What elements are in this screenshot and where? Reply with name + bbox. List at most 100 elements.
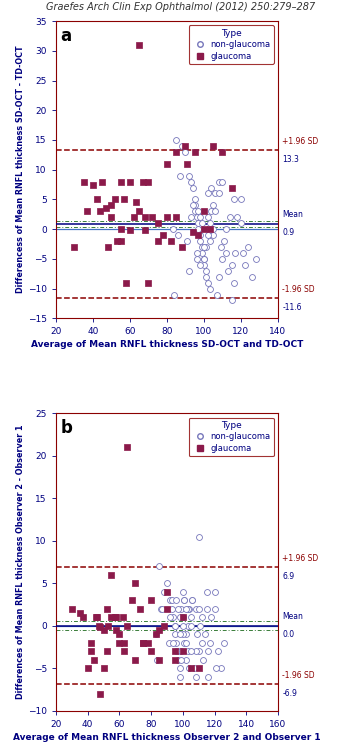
Point xyxy=(88,645,94,657)
Y-axis label: Differences of Mean RNFL thickness Observer 2 - Observer 1: Differences of Mean RNFL thickness Obser… xyxy=(16,425,25,699)
Point xyxy=(113,624,119,636)
Point xyxy=(180,628,186,640)
Point xyxy=(132,578,138,590)
Point xyxy=(125,620,130,632)
Point xyxy=(245,241,251,253)
Point xyxy=(205,187,210,199)
Point xyxy=(148,645,154,657)
Point xyxy=(192,193,197,205)
Legend: non-glaucoma, glaucoma: non-glaucoma, glaucoma xyxy=(189,26,274,64)
Text: -1.96 SD: -1.96 SD xyxy=(282,671,315,680)
Point xyxy=(193,645,199,657)
Point xyxy=(112,193,118,205)
Point xyxy=(212,205,218,217)
Point xyxy=(197,229,203,241)
Point xyxy=(161,586,167,598)
Point xyxy=(188,645,193,657)
Point xyxy=(201,253,207,265)
Point xyxy=(88,637,94,649)
Point xyxy=(191,663,197,675)
Point xyxy=(140,637,146,649)
Point xyxy=(177,170,183,182)
Point xyxy=(97,687,103,699)
Point xyxy=(201,653,206,666)
Point xyxy=(99,175,105,187)
Point xyxy=(145,175,151,187)
Point xyxy=(201,253,207,265)
Point xyxy=(206,223,212,235)
Point xyxy=(173,146,179,158)
Text: a: a xyxy=(60,27,71,45)
Point xyxy=(153,628,159,640)
Point xyxy=(210,229,216,241)
Point xyxy=(175,602,181,614)
Point xyxy=(91,653,97,666)
Point xyxy=(177,611,183,623)
Point xyxy=(120,611,126,623)
Point xyxy=(209,611,214,623)
Text: Graefes Arch Clin Exp Ophthalmol (2012) 250:279–287: Graefes Arch Clin Exp Ophthalmol (2012) … xyxy=(46,2,315,12)
Point xyxy=(179,140,185,152)
Point xyxy=(97,621,103,633)
Point xyxy=(240,247,246,259)
Point xyxy=(109,569,114,581)
Point xyxy=(201,223,207,235)
Point xyxy=(216,175,222,187)
Point xyxy=(218,663,224,675)
Point xyxy=(178,653,184,666)
Point xyxy=(205,645,211,657)
Point xyxy=(221,235,227,247)
Text: -11.6: -11.6 xyxy=(282,302,302,311)
Point xyxy=(171,289,177,301)
Point xyxy=(183,140,188,152)
Point xyxy=(216,187,222,199)
Point xyxy=(180,611,186,623)
Point xyxy=(169,602,175,614)
Point xyxy=(184,235,190,247)
Point xyxy=(164,211,170,223)
Point xyxy=(193,247,199,259)
Point xyxy=(205,671,211,683)
Point xyxy=(249,271,255,283)
Text: Mean: Mean xyxy=(282,211,303,220)
Point xyxy=(182,594,187,606)
Text: 6.9: 6.9 xyxy=(282,572,295,581)
Point xyxy=(101,663,106,675)
Point xyxy=(118,175,123,187)
Point xyxy=(219,146,225,158)
Point xyxy=(167,594,173,606)
Point xyxy=(182,594,187,606)
Point xyxy=(161,620,167,632)
Point xyxy=(221,637,227,649)
Point xyxy=(183,653,189,666)
Point xyxy=(174,645,179,657)
Point xyxy=(85,663,91,675)
Point xyxy=(206,217,212,229)
Text: -6.9: -6.9 xyxy=(282,689,297,698)
Point xyxy=(164,158,170,170)
Point xyxy=(193,253,199,265)
Point xyxy=(178,645,184,657)
Point xyxy=(197,235,203,247)
Point xyxy=(213,663,219,675)
Text: 0.0: 0.0 xyxy=(282,630,295,639)
Point xyxy=(183,602,189,614)
Point xyxy=(156,560,162,572)
Point xyxy=(177,663,183,675)
Point xyxy=(199,611,205,623)
Point xyxy=(197,259,203,271)
Point xyxy=(121,637,127,649)
Point xyxy=(225,265,231,277)
Point xyxy=(185,645,191,657)
Point xyxy=(136,39,142,51)
Point xyxy=(174,594,179,606)
Point xyxy=(123,277,129,289)
Point xyxy=(172,620,178,632)
Point xyxy=(203,241,209,253)
Point xyxy=(122,193,127,205)
Point xyxy=(182,637,187,649)
Point xyxy=(229,181,235,193)
Point xyxy=(168,235,174,247)
Point xyxy=(184,158,190,170)
Point xyxy=(197,620,203,632)
